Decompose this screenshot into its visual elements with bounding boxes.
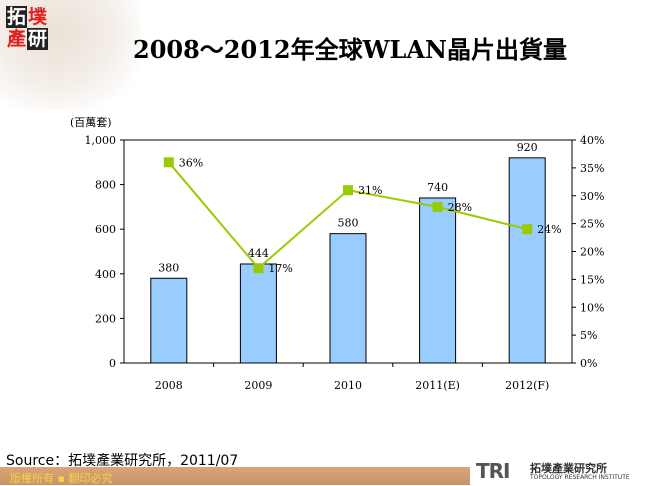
copyright-text: 版權所有 ▪ 翻印必究 [10, 472, 113, 485]
y-tick-label: 0 [109, 357, 116, 370]
y2-tick-label: 5% [580, 329, 597, 342]
tri-logo: TRI 拓墣產業研究所 TOPOLOGY RESEARCH INSTITUTE [470, 457, 650, 485]
logo: 拓墣產研 [6, 6, 48, 50]
line-point [343, 185, 353, 196]
y-tick-label: 200 [95, 312, 116, 325]
line-point [432, 201, 443, 212]
y-tick-label: 400 [95, 268, 116, 281]
y-axis-title: (百萬套) [70, 116, 112, 129]
line-point [522, 224, 533, 235]
tri-logo-mark: TRI [476, 459, 510, 483]
line-point [253, 263, 264, 274]
bar [419, 197, 457, 364]
line-label: 28% [448, 201, 472, 214]
line-label: 24% [537, 223, 561, 236]
line-label: 31% [358, 184, 382, 197]
bar-label: 580 [338, 217, 359, 230]
bar [150, 277, 188, 364]
bar [508, 157, 546, 364]
bar [329, 233, 367, 364]
y2-tick-label: 10% [580, 301, 604, 314]
y2-tick-label: 30% [580, 190, 604, 203]
x-tick-label: 2012(F) [505, 379, 549, 392]
bar-label: 444 [248, 247, 269, 260]
y2-tick-label: 40% [580, 134, 604, 147]
y2-tick-label: 15% [580, 273, 604, 286]
y-tick-label: 800 [95, 179, 116, 192]
y2-tick-label: 25% [580, 218, 604, 231]
line-label: 36% [179, 156, 203, 169]
x-tick-label: 2008 [155, 379, 183, 392]
x-tick-label: 2009 [244, 379, 272, 392]
bar-label: 740 [427, 181, 448, 194]
x-tick-label: 2010 [334, 379, 362, 392]
y-tick-label: 600 [95, 223, 116, 236]
tri-name-zh: 拓墣產業研究所 [530, 462, 607, 475]
y2-tick-label: 20% [580, 246, 604, 259]
line-point [163, 157, 174, 168]
y2-tick-label: 35% [580, 162, 604, 175]
page-title: 2008～2012年全球WLAN晶片出貨量 [133, 35, 567, 64]
bar [239, 263, 277, 364]
x-tick-label: 2011(E) [415, 379, 460, 392]
y2-tick-label: 0% [580, 357, 597, 370]
y-tick-label: 1,000 [85, 134, 117, 147]
line-label: 17% [268, 262, 292, 275]
tri-name-en: TOPOLOGY RESEARCH INSTITUTE [530, 474, 630, 481]
bar-label: 920 [517, 141, 538, 154]
source-note: Source：拓墣產業研究所，2011/07 [6, 453, 239, 469]
bar-label: 380 [158, 261, 179, 274]
